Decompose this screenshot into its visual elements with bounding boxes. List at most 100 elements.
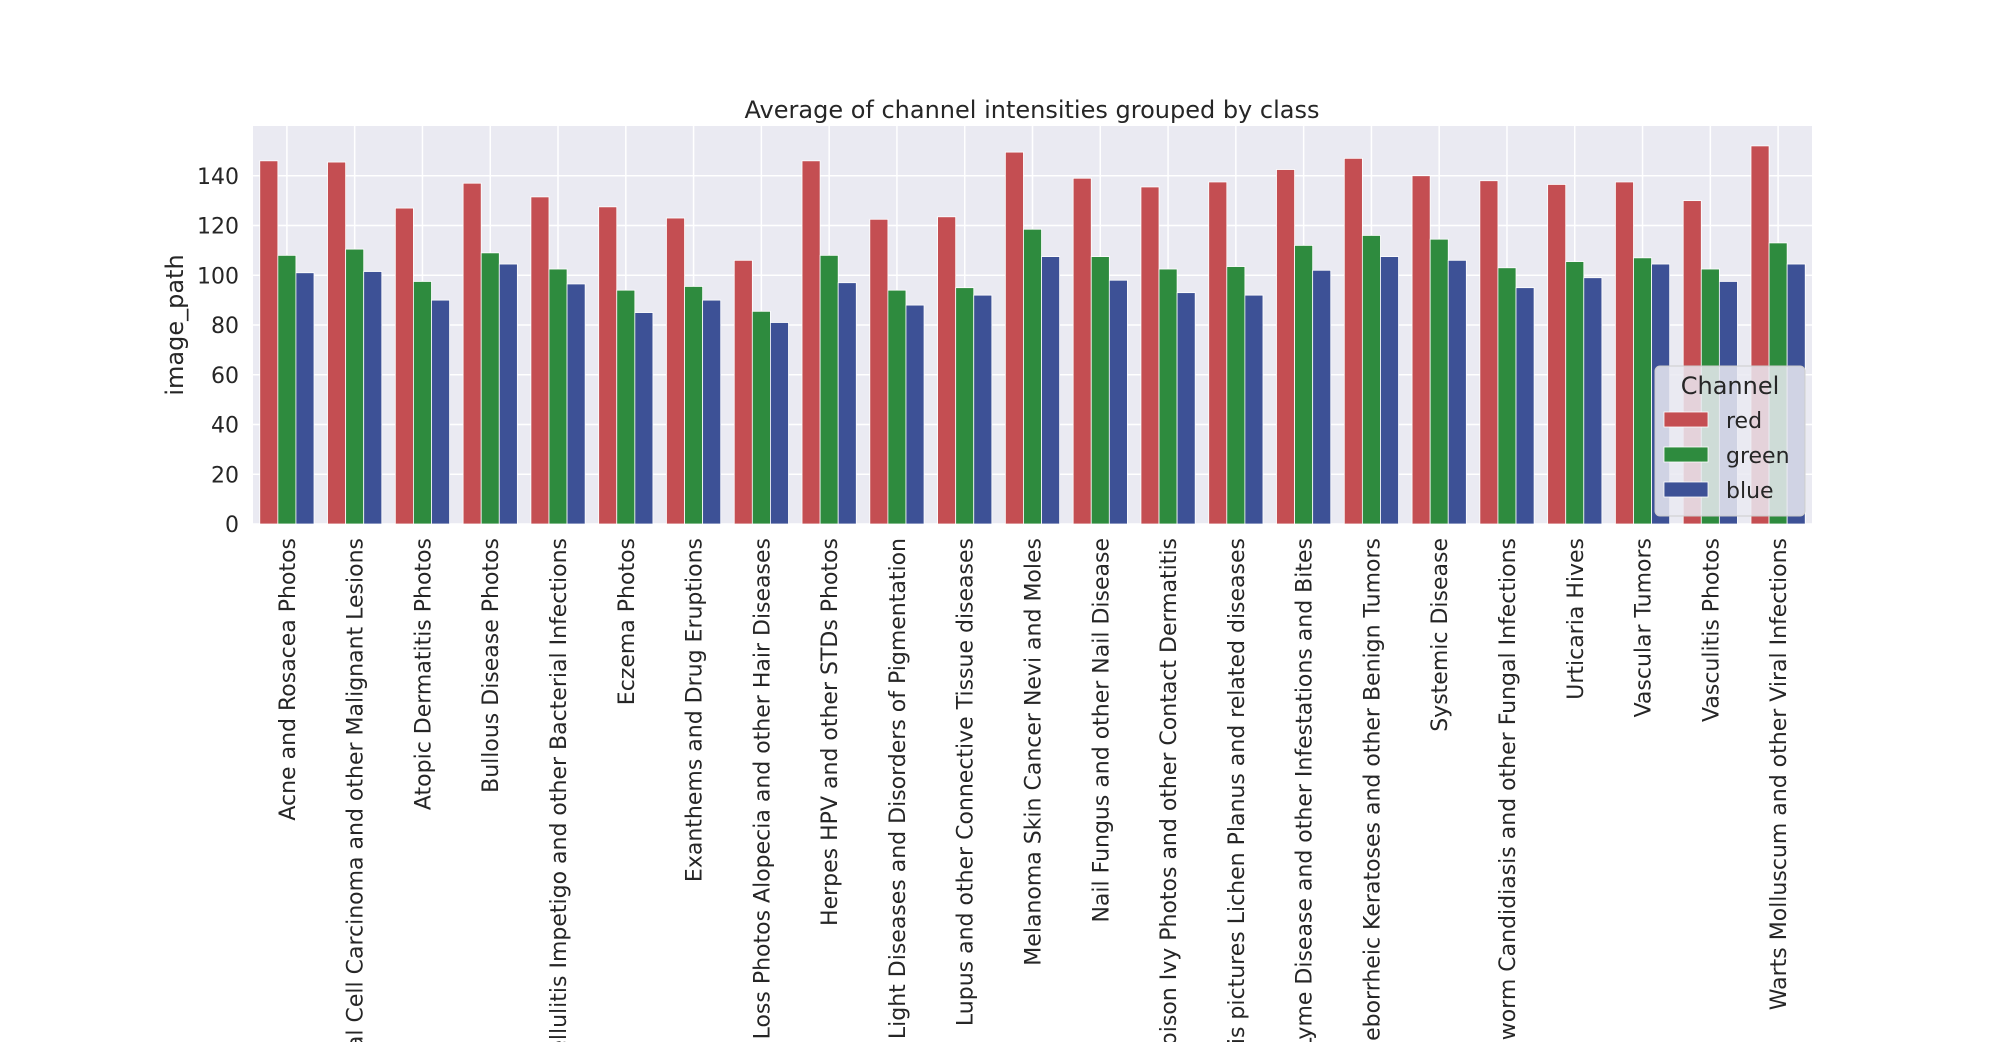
bar-blue — [566, 283, 586, 525]
y-tick-label: 80 — [211, 314, 239, 339]
bar-red — [1615, 181, 1634, 525]
bar-blue — [634, 312, 654, 525]
y-tick-labels: 0 20 40 60 80 100 120 140 — [197, 165, 239, 538]
x-tick-label: Bullous Disease Photos — [479, 538, 504, 793]
bar-blue — [905, 304, 925, 525]
x-tick-label: Systemic Disease — [1428, 538, 1453, 732]
bar-blue — [1244, 294, 1264, 525]
x-tick-label: Vascular Tumors — [1632, 538, 1657, 717]
bar-red — [1343, 157, 1363, 525]
bar-red — [327, 161, 347, 525]
x-tick-label: Tinea Ringworm Candidiasis and other Fun… — [1496, 538, 1521, 1042]
bar-green — [955, 287, 975, 525]
bar-green — [684, 286, 704, 525]
bar-red — [1072, 177, 1092, 525]
bar-green — [413, 281, 432, 525]
bar-red — [259, 160, 279, 525]
bar-blue — [1108, 279, 1128, 525]
bar-green — [1023, 228, 1042, 525]
bar-blue — [1583, 277, 1603, 525]
bar-green — [1294, 244, 1314, 525]
bar-green — [277, 254, 297, 525]
bar-blue — [498, 263, 518, 525]
y-tick-label: 140 — [197, 165, 239, 190]
y-tick-label: 20 — [211, 463, 239, 488]
bar-blue — [1041, 256, 1061, 525]
bar-green — [1090, 256, 1110, 525]
legend-swatch-red — [1663, 411, 1709, 428]
bar-red — [598, 206, 618, 525]
x-tick-label: Acne and Rosacea Photos — [276, 538, 301, 821]
bar-red — [1411, 175, 1431, 525]
legend-label-blue: blue — [1726, 479, 1774, 504]
x-tick-label: Atopic Dermatitis Photos — [411, 538, 436, 810]
bar-red — [733, 259, 753, 525]
y-tick-label: 40 — [211, 414, 239, 439]
bar-red — [801, 160, 821, 525]
bar-blue — [1312, 269, 1332, 525]
legend-swatch-green — [1663, 446, 1709, 463]
bar-red — [1547, 184, 1567, 525]
legend: Channel red green blue — [1654, 365, 1806, 517]
bar-blue — [1380, 256, 1399, 525]
x-tick-label: Lupus and other Connective Tissue diseas… — [954, 538, 979, 1026]
x-tick-label: Urticaria Hives — [1564, 538, 1589, 700]
bar-green — [1497, 267, 1517, 525]
bar-red — [1140, 186, 1160, 525]
bar-red — [1276, 169, 1295, 525]
legend-swatch-blue — [1663, 481, 1709, 498]
x-tick-label: Psoriasis pictures Lichen Planus and rel… — [1225, 538, 1250, 1042]
legend-label-red: red — [1726, 409, 1762, 434]
x-tick-label: Warts Molluscum and other Viral Infectio… — [1767, 538, 1792, 1010]
bar-red — [666, 217, 685, 525]
y-tick-label: 0 — [225, 513, 239, 538]
x-tick-label: Light Diseases and Disorders of Pigmenta… — [886, 538, 911, 1039]
bar-blue — [431, 299, 450, 525]
x-tick-label: Eczema Photos — [615, 538, 640, 705]
bar-blue — [973, 294, 993, 525]
bar-blue — [770, 322, 789, 525]
x-tick-labels: Acne and Rosacea Photos Actinic Keratosis… — [276, 538, 1792, 1042]
bar-green — [1565, 261, 1585, 525]
bar-blue — [702, 299, 722, 525]
legend-frame — [1654, 365, 1806, 517]
x-tick-label: Cellulitis Impetigo and other Bacterial … — [547, 538, 572, 1042]
bar-blue — [837, 282, 857, 525]
bar-green — [751, 310, 771, 525]
y-tick-label: 120 — [197, 215, 239, 240]
bar-red — [937, 216, 957, 525]
x-tick-label: Actinic Keratosis Basal Cell Carcinoma a… — [344, 538, 369, 1042]
bar-red — [1004, 151, 1024, 525]
bar-red — [1208, 181, 1228, 525]
x-tick-label: Seborrheic Keratoses and other Benign Tu… — [1360, 538, 1385, 1042]
bar-blue — [295, 272, 315, 525]
bar-green — [887, 289, 907, 525]
bar-blue — [1176, 292, 1196, 525]
bar-green — [345, 248, 365, 525]
y-tick-label: 60 — [211, 364, 239, 389]
bar-red — [869, 218, 889, 525]
y-axis-title: image_path — [161, 254, 189, 395]
x-tick-label: Exanthems and Drug Eruptions — [683, 538, 708, 882]
y-tick-label: 100 — [197, 264, 239, 289]
bar-red — [530, 196, 550, 525]
bar-red — [462, 182, 482, 525]
bar-green — [480, 252, 500, 525]
bar-green — [1361, 235, 1381, 525]
x-tick-label: Scabies Lyme Disease and other Infestati… — [1293, 538, 1318, 1042]
bar-green — [1633, 257, 1652, 525]
bar-green — [1429, 238, 1449, 525]
legend-title: Channel — [1681, 372, 1780, 400]
x-tick-label: Poison Ivy Photos and other Contact Derm… — [1157, 538, 1182, 1042]
x-tick-label: Vasculitis Photos — [1699, 538, 1724, 722]
x-tick-label: Herpes HPV and other STDs Photos — [818, 538, 843, 926]
bar-blue — [363, 271, 383, 525]
x-tick-label: Melanoma Skin Cancer Nevi and Moles — [1022, 538, 1047, 966]
bar-red — [1479, 180, 1499, 525]
chart-title: Average of channel intensities grouped b… — [745, 96, 1320, 124]
bar-blue — [1447, 259, 1467, 525]
bar-red — [394, 207, 414, 525]
bar-blue — [1515, 287, 1535, 525]
x-tick-label: Nail Fungus and other Nail Disease — [1089, 538, 1114, 923]
